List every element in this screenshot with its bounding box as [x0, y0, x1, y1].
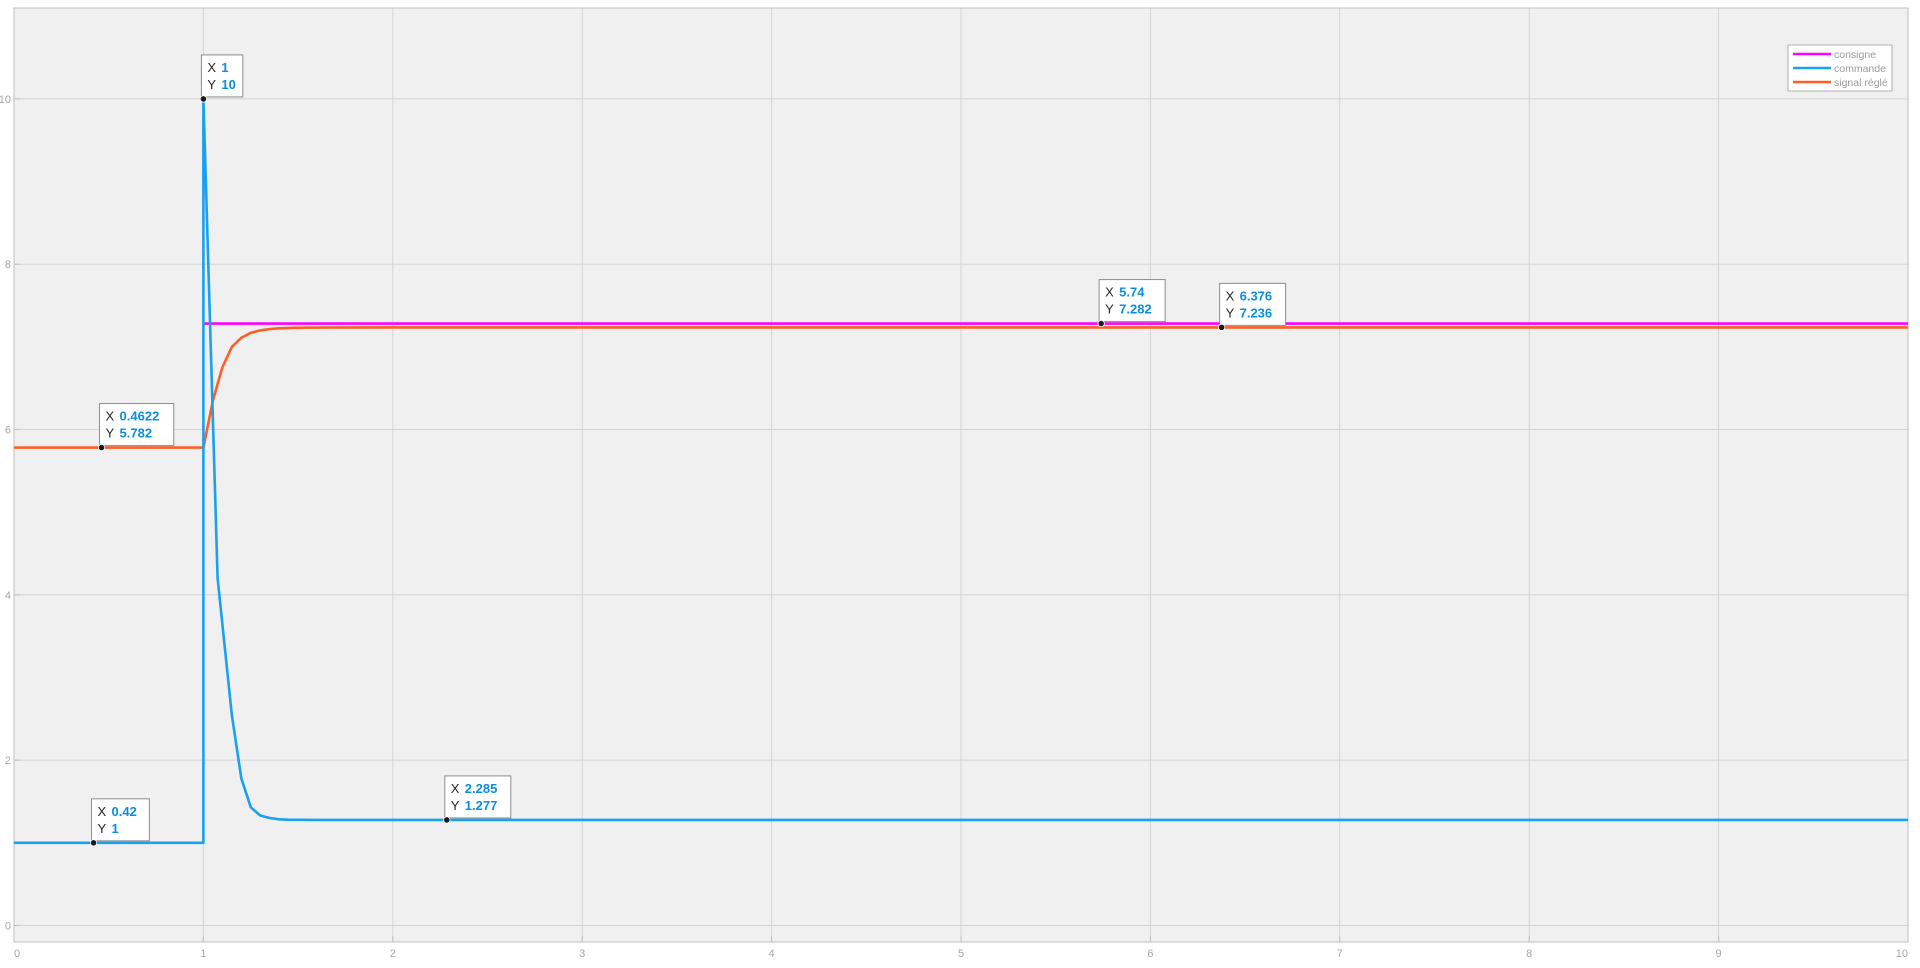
datatip-x-value: 0.4622 — [120, 409, 160, 424]
datatip-x-value: 0.42 — [112, 804, 137, 819]
datatip-box — [1219, 282, 1287, 326]
datatip-box — [1098, 279, 1166, 323]
datatip-x-value: 2.285 — [465, 781, 498, 796]
datatip-y-value: 1 — [112, 821, 119, 836]
series-line-signal-r-gl- — [14, 326, 1908, 449]
datatip-x-label: X — [106, 409, 115, 424]
grid-lines — [13, 8, 1909, 942]
datatip-x-value: 1 — [221, 60, 228, 75]
x-tick-label: 9 — [1716, 948, 1722, 960]
x-tick-label: 3 — [579, 948, 585, 960]
datatip-y-label: Y — [207, 77, 216, 92]
legend-label: signal réglé — [1834, 77, 1888, 89]
datatip-marker — [1097, 319, 1105, 328]
datatip-box — [444, 775, 512, 819]
datatip-box — [200, 54, 244, 98]
legend: consigne commande signal réglé — [1787, 44, 1893, 92]
legend-label: commande — [1834, 63, 1886, 75]
datatip-marker — [1218, 323, 1226, 331]
datatip-marker — [97, 443, 106, 452]
datatip-marker — [443, 816, 451, 824]
x-tick-label: 10 — [1896, 948, 1908, 960]
datatip-y-value: 10 — [221, 77, 235, 92]
y-tick-label: 2 — [5, 755, 11, 767]
datatip-marker — [89, 839, 98, 847]
datatip-y-label: Y — [1226, 305, 1235, 320]
datatip-y-label: Y — [451, 798, 460, 813]
x-tick-label: 6 — [1147, 948, 1153, 960]
datatip-y-label: Y — [106, 426, 115, 441]
x-tick-label: 0 — [14, 948, 20, 960]
datatip-y-value: 1.277 — [465, 798, 498, 813]
datatip-y-value: 7.282 — [1119, 302, 1152, 317]
datatip-box — [91, 798, 150, 842]
y-tick-label: 10 — [0, 94, 11, 106]
datatip-x-label: X — [1226, 288, 1235, 303]
datatip[interactable]: X 1Y 10 — [199, 54, 244, 103]
datatip[interactable]: X 0.42 Y 1 — [89, 798, 150, 847]
y-tick-label: 4 — [5, 590, 11, 602]
y-tick-label: 0 — [5, 920, 11, 932]
datatip-x-value: 6.376 — [1240, 288, 1273, 303]
datatip-x-label: X — [207, 60, 216, 75]
x-tick-label: 2 — [390, 948, 396, 960]
y-tick-label: 6 — [5, 425, 11, 437]
x-tick-label: 4 — [769, 948, 775, 960]
datatip-x-label: X — [451, 781, 460, 796]
x-tick-label: 1 — [200, 948, 206, 960]
datatip[interactable]: X 2.285 Y 1.277 — [443, 775, 512, 824]
datatip-y-label: Y — [98, 821, 107, 836]
legend-label: consigne — [1834, 49, 1876, 61]
x-tick-label: 7 — [1337, 948, 1343, 960]
x-tick-label: 8 — [1526, 948, 1532, 960]
x-tick-label: 5 — [958, 948, 964, 960]
series-line-commande — [14, 97, 1908, 845]
tick-labels: 0 1 2 3 4 5 6 7 8 9 10 0 2 4 6 8 10 — [0, 94, 1909, 960]
datatip-x-value: 5.74 — [1119, 285, 1145, 300]
datatip-x-label: X — [98, 804, 107, 819]
datatip-marker — [199, 95, 207, 103]
datatip[interactable]: X 0.4622 Y 5.782 — [97, 403, 175, 452]
datatip-box — [99, 403, 175, 447]
datatip-y-value: 7.236 — [1240, 305, 1273, 320]
y-tick-label: 8 — [5, 259, 11, 271]
datatip[interactable]: X 6.376 Y 7.236 — [1218, 282, 1287, 331]
datatip-x-label: X — [1105, 285, 1114, 300]
datatip-y-label: Y — [1105, 302, 1114, 317]
datatip-y-value: 5.782 — [120, 426, 153, 441]
datatip[interactable]: X 5.74 Y 7.282 — [1097, 279, 1166, 328]
series-lines — [14, 97, 1908, 845]
